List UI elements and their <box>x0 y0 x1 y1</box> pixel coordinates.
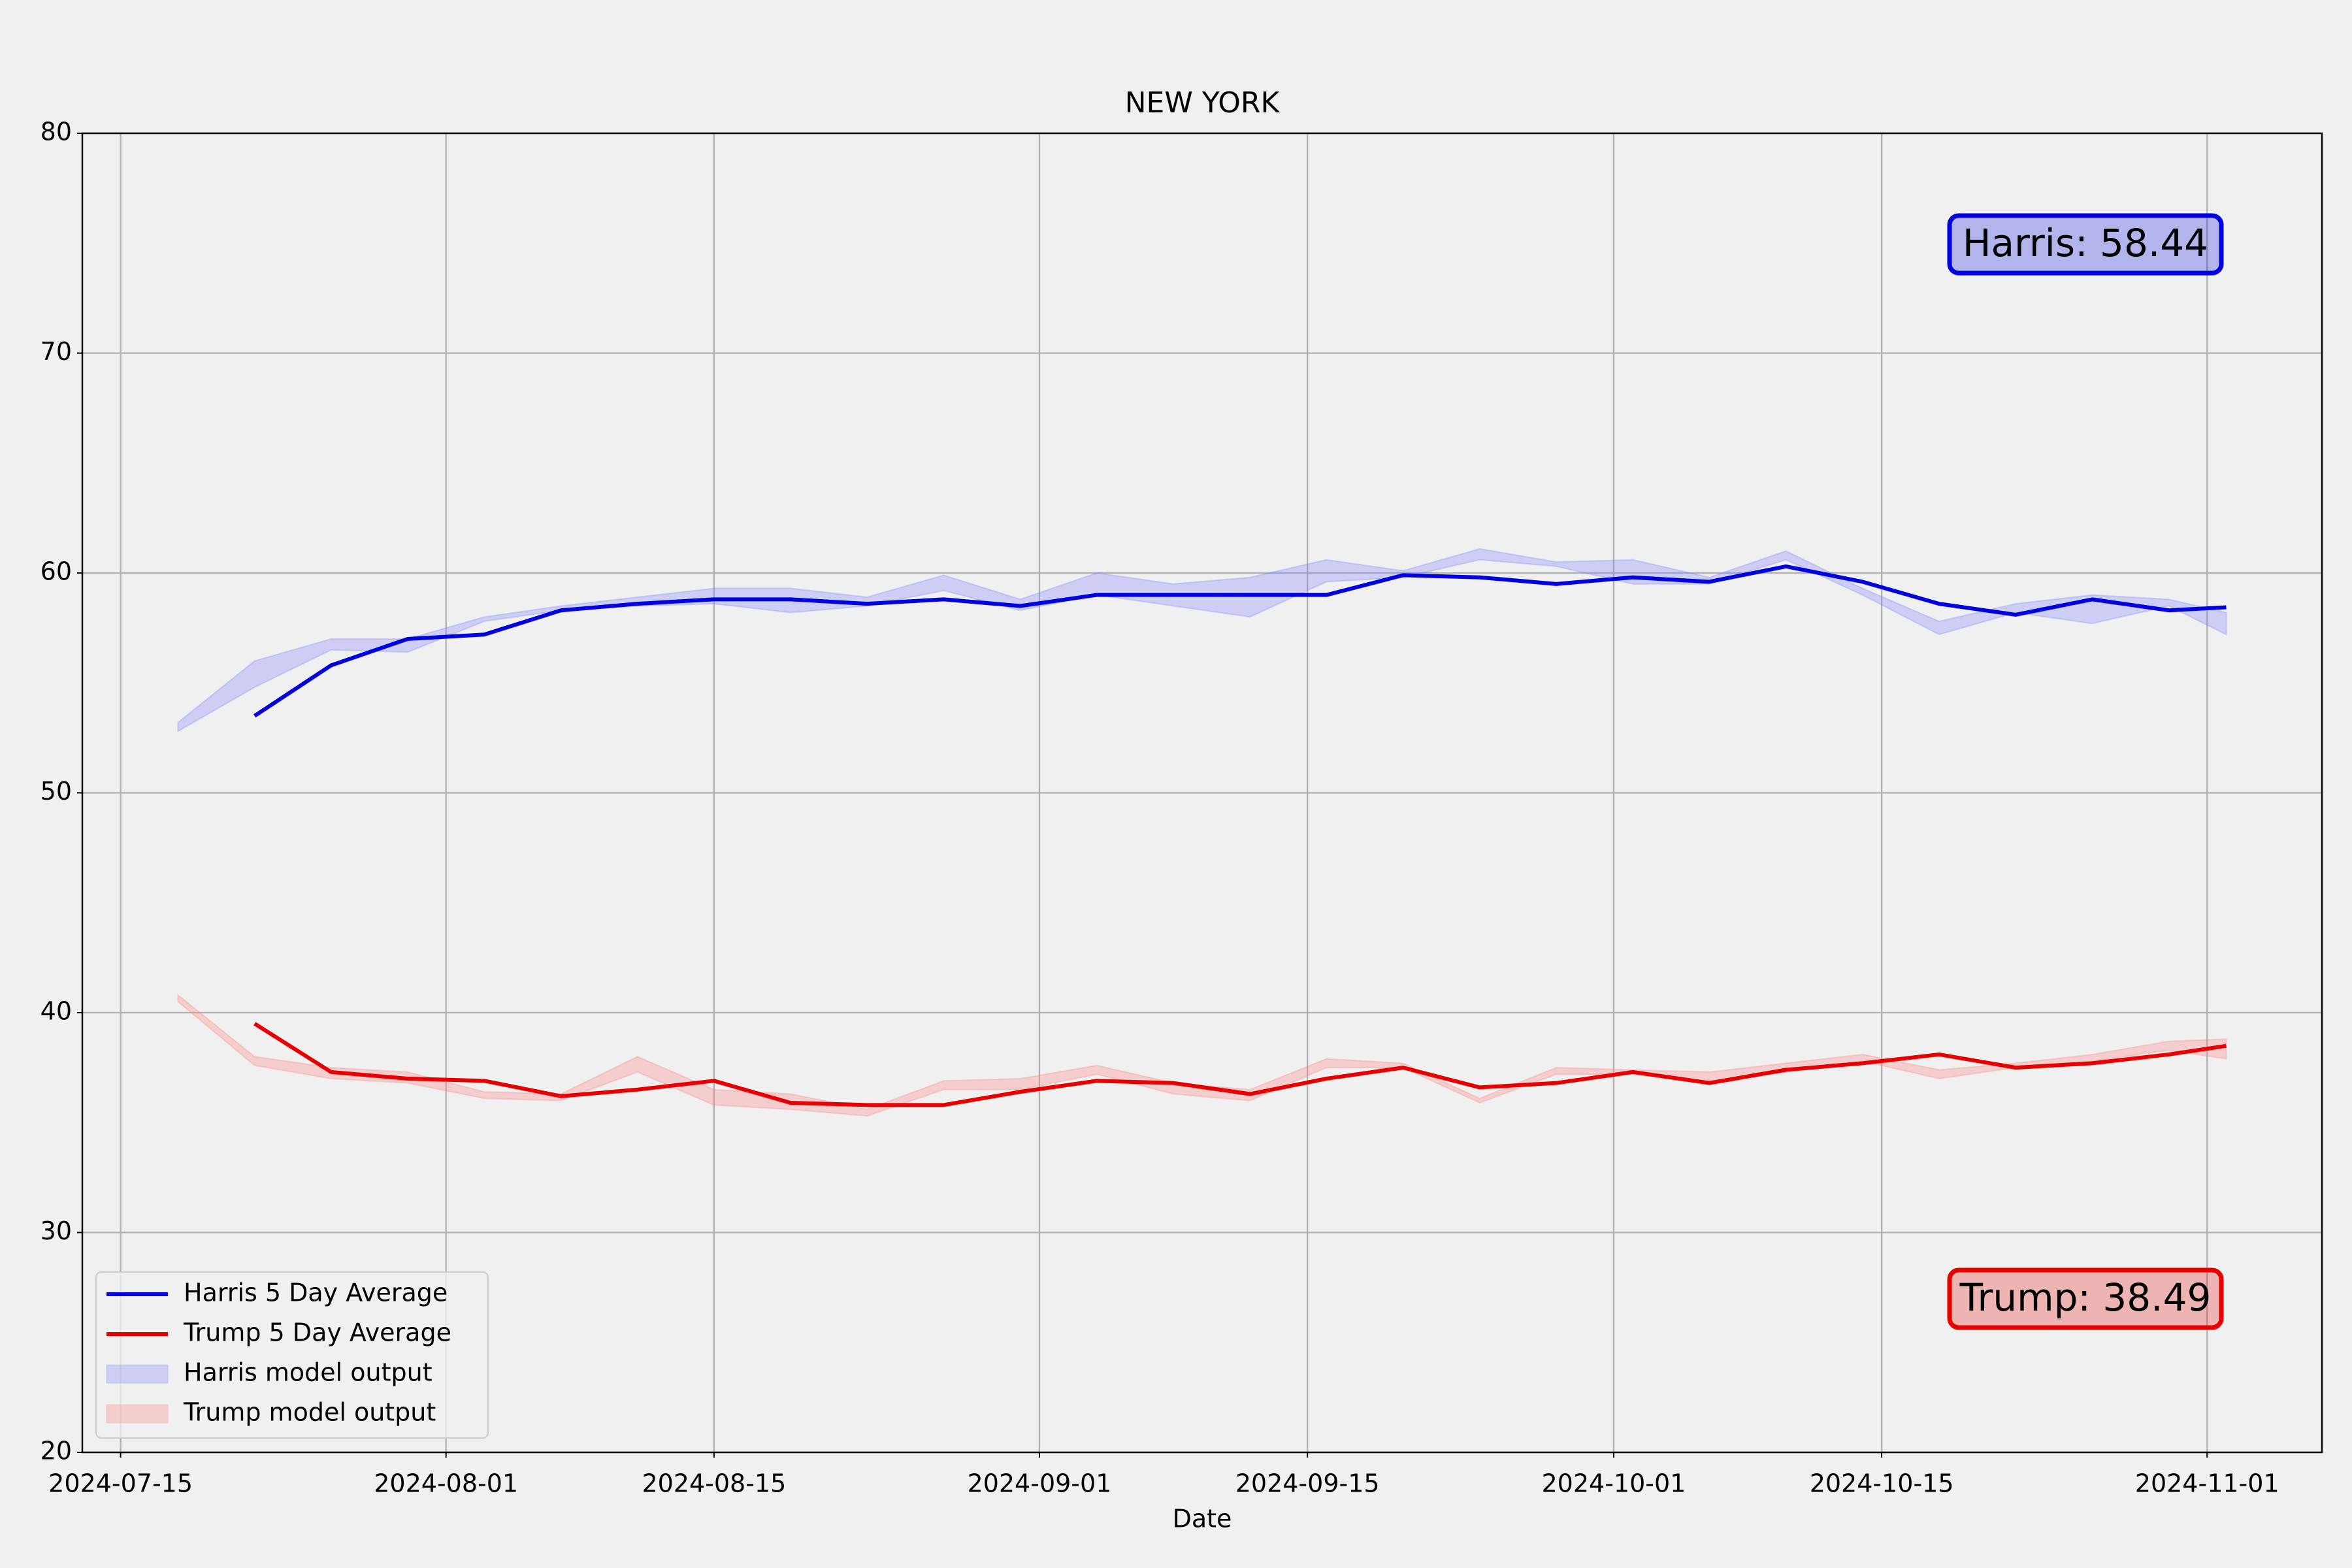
annotation-text: Harris: 58.44 <box>1963 221 2208 265</box>
legend-label: Harris 5 Day Average <box>184 1279 448 1307</box>
y-tick-label: 40 <box>41 997 72 1026</box>
x-tick-label: 2024-09-01 <box>968 1469 1112 1498</box>
x-tick-label: 2024-09-15 <box>1235 1469 1380 1498</box>
annotation-box <box>1947 1267 2224 1330</box>
legend-label: Harris model output <box>184 1358 433 1387</box>
average-line <box>253 564 2227 718</box>
x-tick-label: 2024-11-01 <box>2135 1469 2279 1498</box>
annotation-text: Trump: 38.49 <box>1959 1275 2212 1320</box>
x-tick-label: 2024-10-15 <box>1810 1469 1954 1498</box>
annotation-box <box>1947 213 2224 276</box>
legend-box <box>95 1271 489 1439</box>
legend-swatch <box>106 1364 169 1384</box>
average-line <box>253 1022 2227 1107</box>
annotation: Trump: 38.49 <box>1947 1267 2224 1330</box>
x-axis-label: Date <box>1173 1505 1232 1533</box>
legend-label: Trump model output <box>183 1398 436 1427</box>
y-tick-label: 60 <box>41 557 72 586</box>
annotation: Harris: 58.44 <box>1947 213 2224 276</box>
y-tick-label: 70 <box>41 337 72 366</box>
y-tick-label: 20 <box>41 1437 72 1465</box>
legend-label: Trump 5 Day Average <box>183 1318 451 1347</box>
y-tick-label: 80 <box>41 118 72 146</box>
model-band <box>177 993 2227 1117</box>
plot-frame <box>81 132 2323 1454</box>
y-tick-label: 30 <box>41 1217 72 1245</box>
x-tick-label: 2024-08-15 <box>642 1469 786 1498</box>
y-tick-label: 50 <box>41 777 72 806</box>
x-tick-label: 2024-10-01 <box>1542 1469 1686 1498</box>
model-band <box>177 547 2227 733</box>
x-tick-label: 2024-08-01 <box>374 1469 518 1498</box>
legend-swatch <box>106 1404 169 1424</box>
x-tick-label: 2024-07-15 <box>48 1469 193 1498</box>
chart-title: NEW YORK <box>1125 86 1281 120</box>
